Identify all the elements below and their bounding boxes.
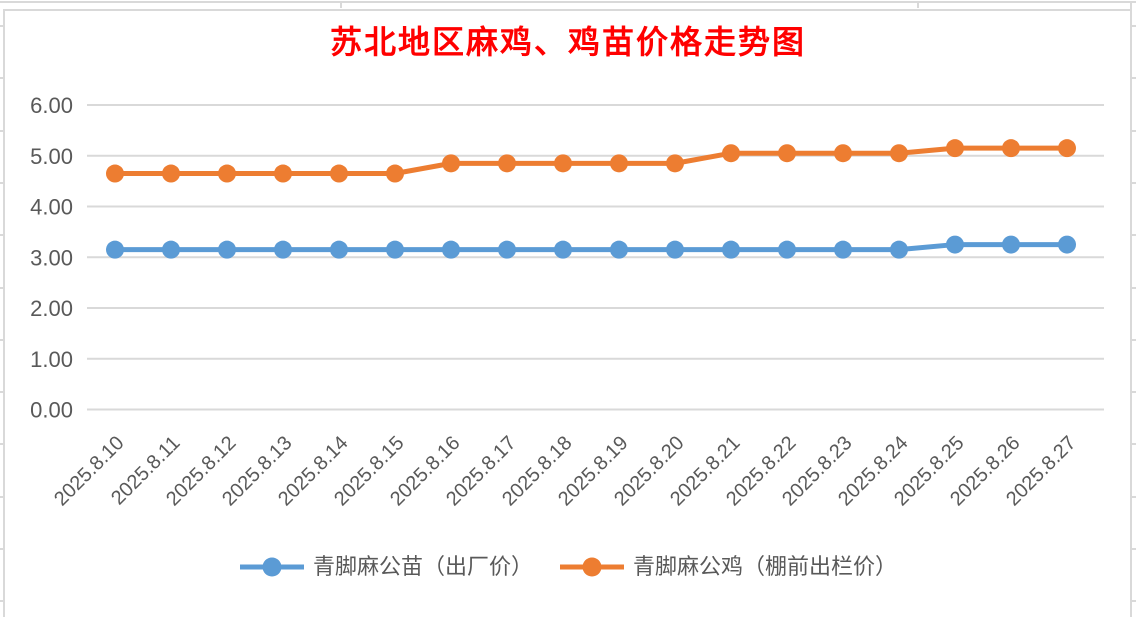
data-point-marker (1002, 235, 1020, 254)
spreadsheet-row-tick (1132, 548, 1136, 550)
data-point-marker (778, 240, 796, 259)
data-point-marker (890, 240, 908, 259)
data-point-marker (722, 144, 740, 163)
rooster-price-line (115, 145, 1067, 177)
chart-border-top (3, 9, 1132, 11)
data-point-marker (498, 154, 516, 173)
y-axis-tick-label: 4.00 (30, 195, 73, 220)
legend-label-chick-price: 青脚麻公苗（出厂价） (312, 554, 533, 579)
data-point-marker (1002, 139, 1020, 158)
spreadsheet-row-tick (1132, 77, 1136, 79)
data-point-marker (610, 240, 628, 259)
data-point-marker (218, 240, 236, 259)
spreadsheet-row-tick (0, 287, 4, 289)
data-point-marker (554, 240, 572, 259)
legend-marker-blue-line-icon (239, 557, 304, 577)
y-axis-tick-label: 2.00 (30, 296, 73, 321)
spreadsheet-row-tick (0, 234, 4, 236)
data-point-marker (106, 164, 124, 183)
data-point-marker (386, 164, 404, 183)
chick-price-line (115, 242, 1067, 253)
data-point-marker (106, 240, 124, 259)
spreadsheet-row-tick (1132, 234, 1136, 236)
data-point-marker (498, 240, 516, 259)
spreadsheet-row-tick (0, 77, 4, 79)
spreadsheet-row-tick (1132, 25, 1136, 27)
spreadsheet-row-line (0, 1, 1136, 3)
spreadsheet-row-tick (1132, 287, 1136, 289)
data-point-marker (442, 154, 460, 173)
data-point-marker (1058, 235, 1076, 254)
spreadsheet-row-tick (0, 182, 4, 184)
spreadsheet-row-tick (0, 339, 4, 341)
spreadsheet-row-tick (0, 443, 4, 445)
legend-item-rooster-price: 青脚麻公鸡（棚前出栏价） (559, 552, 897, 582)
chart-border-right (1130, 1, 1132, 617)
spreadsheet-row-tick (0, 130, 4, 132)
spreadsheet-column-stub (917, 1, 919, 8)
spreadsheet-row-tick (1132, 443, 1136, 445)
spreadsheet-row-tick (0, 600, 4, 602)
y-axis-tick-label: 1.00 (30, 347, 73, 372)
data-point-marker (218, 164, 236, 183)
data-point-marker (386, 240, 404, 259)
data-point-marker (834, 144, 852, 163)
spreadsheet-row-tick (1132, 182, 1136, 184)
spreadsheet-row-tick (0, 25, 4, 27)
spreadsheet-row-tick (0, 496, 4, 498)
data-point-marker (778, 144, 796, 163)
chart-title: 苏北地区麻鸡、鸡苗价格走势图 (329, 24, 806, 60)
y-axis-tick-label: 5.00 (30, 144, 73, 169)
data-point-marker (274, 164, 292, 183)
data-point-marker (274, 240, 292, 259)
y-axis-tick-label: 6.00 (30, 93, 73, 118)
data-point-marker (722, 240, 740, 259)
chart-legend: 青脚麻公苗（出厂价） 青脚麻公鸡（棚前出栏价） (0, 549, 1136, 585)
data-point-marker (330, 240, 348, 259)
data-point-marker (610, 154, 628, 173)
data-point-marker (330, 164, 348, 183)
spreadsheet-row-tick (1132, 391, 1136, 393)
chart-border-left (3, 9, 5, 617)
spreadsheet-row-tick (1132, 339, 1136, 341)
data-point-marker (890, 144, 908, 163)
data-point-marker (666, 240, 684, 259)
spreadsheet-row-tick (1132, 600, 1136, 602)
spreadsheet-row-tick (0, 391, 4, 393)
data-point-marker (1058, 139, 1076, 158)
legend-item-chick-price: 青脚麻公苗（出厂价） (239, 552, 533, 582)
spreadsheet-row-tick (1132, 130, 1136, 132)
data-point-marker (666, 154, 684, 173)
data-point-marker (946, 139, 964, 158)
data-point-marker (946, 235, 964, 254)
data-point-marker (834, 240, 852, 259)
spreadsheet-row-tick (1132, 496, 1136, 498)
data-point-marker (554, 154, 572, 173)
y-axis-tick-label: 0.00 (30, 398, 73, 423)
data-point-marker (162, 240, 180, 259)
legend-marker-orange-line-icon (560, 557, 624, 577)
spreadsheet-column-stub (340, 1, 342, 8)
spreadsheet-row-tick (0, 548, 4, 550)
legend-label-rooster-price: 青脚麻公鸡（棚前出栏价） (633, 554, 898, 579)
data-point-marker (442, 240, 460, 259)
y-axis-tick-label: 3.00 (30, 245, 73, 270)
data-point-marker (162, 164, 180, 183)
